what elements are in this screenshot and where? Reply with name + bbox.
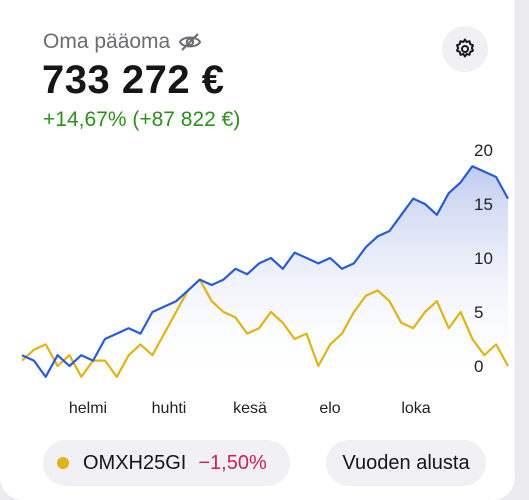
- portfolio-line: [21, 165, 509, 378]
- y-tick-label: 15: [474, 195, 493, 214]
- x-tick-label: huhti: [152, 400, 187, 417]
- y-tick-label: 5: [474, 303, 483, 322]
- benchmark-color-dot: [57, 457, 69, 469]
- benchmark-line: [21, 278, 509, 378]
- total-value: 733 272 €: [42, 58, 225, 102]
- x-tick-label: helmi: [69, 400, 107, 417]
- gear-icon: [456, 38, 474, 58]
- total-change: +14,67% (+87 822 €): [43, 108, 241, 131]
- benchmark-change: −1,50%: [198, 451, 267, 474]
- eye-slash-icon[interactable]: [178, 31, 202, 53]
- header-title-row: Oma pääoma: [43, 30, 202, 54]
- period-selector-button[interactable]: Vuoden alusta: [326, 440, 486, 486]
- page-title: Oma pääoma: [43, 30, 171, 53]
- y-tick-label: 20: [474, 141, 493, 160]
- benchmark-name: OMXH25GI: [83, 451, 187, 474]
- x-tick-label: loka: [401, 400, 430, 417]
- portfolio-area: [22, 166, 508, 377]
- benchmark-selector[interactable]: OMXH25GI −1,50%: [43, 440, 290, 486]
- y-tick-label: 10: [474, 249, 493, 268]
- chart-controls: OMXH25GI −1,50% Vuoden alusta: [0, 440, 515, 490]
- y-tick-label: 0: [474, 357, 483, 376]
- portfolio-card: Oma pääoma 733 272 € +14,67% (+87 822 €)…: [0, 0, 515, 500]
- settings-button[interactable]: [442, 26, 488, 72]
- x-tick-label: elo: [319, 400, 340, 417]
- x-tick-label: kesä: [233, 400, 267, 417]
- period-label: Vuoden alusta: [342, 451, 470, 474]
- performance-chart[interactable]: 20 15 10 5 0 helmi huhti kesä elo loka: [0, 130, 515, 430]
